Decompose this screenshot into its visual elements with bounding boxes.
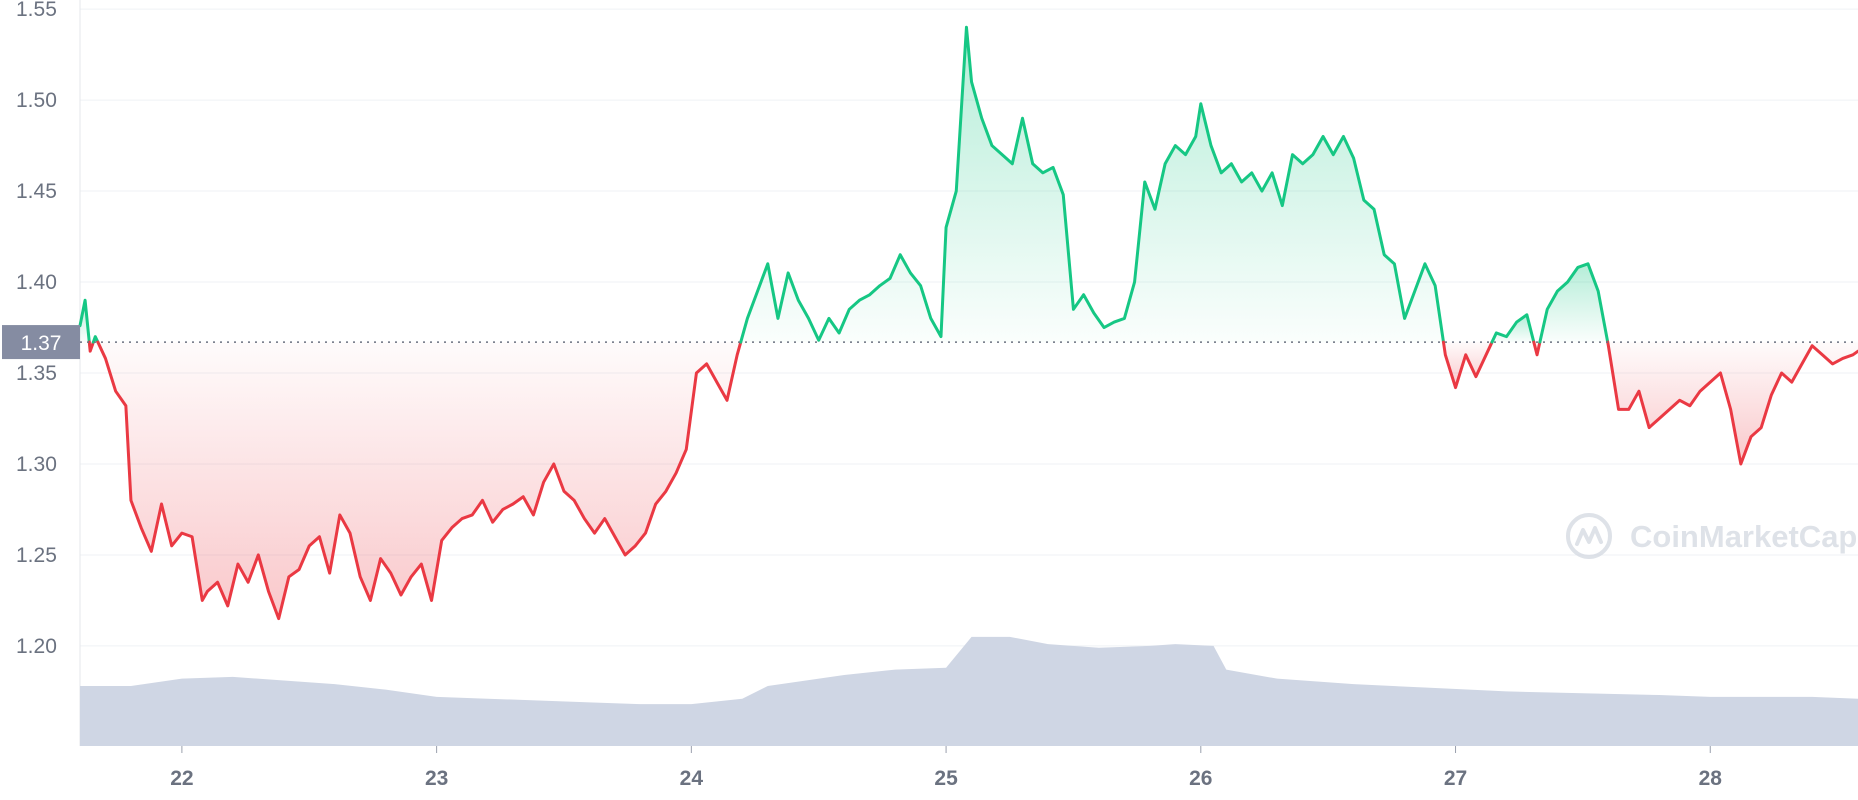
area-fill-down bbox=[97, 342, 741, 619]
line-segment-down bbox=[87, 340, 95, 353]
y-tick-label: 1.25 bbox=[16, 544, 57, 567]
line-segment-up bbox=[78, 298, 91, 344]
line-segment-up bbox=[91, 335, 100, 344]
baseline-badge-label: 1.37 bbox=[21, 332, 62, 355]
x-tick-label: 25 bbox=[934, 767, 958, 790]
y-tick-label: 1.55 bbox=[16, 0, 57, 21]
line-segment-down bbox=[1532, 340, 1542, 357]
axes: 1.55 1.50 1.45 1.40 1.35 1.30 1.25 1.20 22 23 24 25… bbox=[16, 0, 1722, 790]
line-segment-up bbox=[1490, 313, 1536, 344]
area-fill-up bbox=[1539, 263, 1608, 343]
volume-area-path bbox=[80, 636, 1858, 746]
y-tick-label: 1.40 bbox=[16, 271, 57, 294]
x-tick-label: 23 bbox=[425, 767, 448, 790]
x-tick-label: 26 bbox=[1189, 767, 1212, 790]
y-tick-label: 1.35 bbox=[16, 362, 57, 385]
watermark-text: CoinMarketCap bbox=[1630, 519, 1857, 554]
area-fill-up bbox=[740, 27, 1444, 343]
y-tick-label: 1.30 bbox=[16, 453, 57, 476]
x-tick-label: 22 bbox=[170, 767, 193, 790]
x-tick-label: 28 bbox=[1699, 767, 1723, 790]
x-tick-label: 24 bbox=[680, 767, 704, 790]
watermark: CoinMarketCap bbox=[1566, 513, 1857, 559]
y-tick-label: 1.20 bbox=[16, 635, 57, 658]
coinmarketcap-logo-icon bbox=[1566, 513, 1612, 559]
line-segment-down bbox=[1441, 340, 1494, 390]
x-tick-label: 27 bbox=[1444, 767, 1467, 790]
volume-area bbox=[80, 636, 1858, 746]
baseline: 1.37 bbox=[2, 325, 1858, 360]
baseline-badge bbox=[2, 325, 80, 360]
line-segment-up bbox=[739, 25, 1445, 344]
price-line bbox=[78, 25, 1858, 621]
area-fill-down bbox=[1443, 342, 1493, 388]
area-fill-down bbox=[1607, 342, 1858, 464]
y-tick-label: 1.50 bbox=[16, 89, 57, 112]
line-segment-up bbox=[1538, 262, 1610, 344]
line-segment-down bbox=[96, 340, 743, 621]
line-segment-down bbox=[1606, 340, 1858, 466]
y-tick-label: 1.45 bbox=[16, 180, 57, 203]
